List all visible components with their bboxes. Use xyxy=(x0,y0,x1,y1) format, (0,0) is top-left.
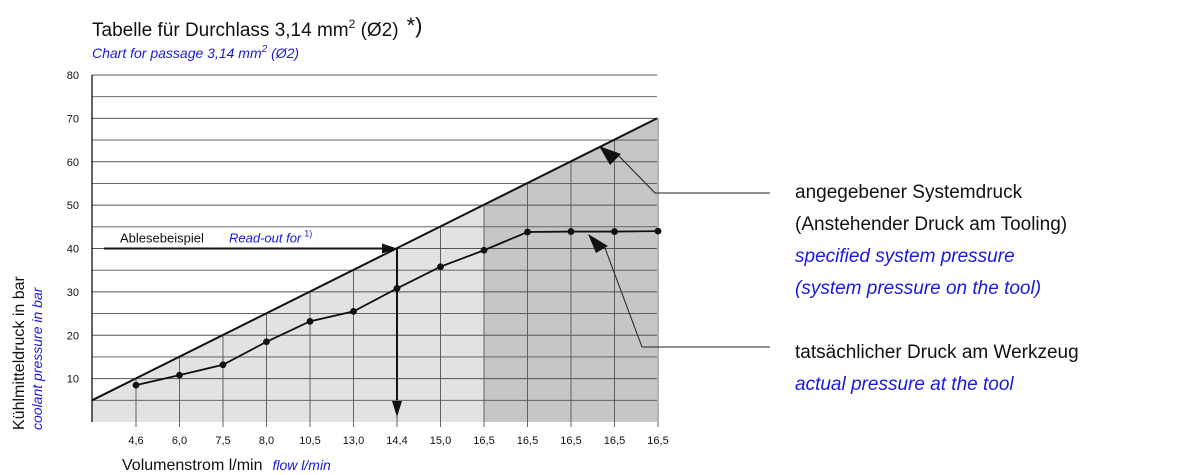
data-point xyxy=(437,263,444,271)
data-point xyxy=(480,246,488,254)
data-point xyxy=(219,361,227,369)
data-point xyxy=(350,307,357,315)
x-tick-label: 7,5 xyxy=(215,435,230,447)
readout-label-en: Read-out for 1) xyxy=(229,229,312,246)
readout-arrowhead-right xyxy=(382,243,397,254)
x-tick-label: 13,0 xyxy=(343,435,364,447)
callout-arrowhead-system xyxy=(599,146,621,165)
x-tick-label: 16,5 xyxy=(473,435,494,447)
x-tick-label: 4,6 xyxy=(128,435,143,447)
x-tick-label: 8,0 xyxy=(259,435,274,447)
x-tick-label: 15,0 xyxy=(430,435,451,447)
y-axis-label-en: coolant pressure in bar xyxy=(29,286,45,430)
x-tick-label: 16,5 xyxy=(647,435,668,447)
data-point xyxy=(567,228,575,235)
y-tick-label: 40 xyxy=(67,244,79,256)
data-point xyxy=(524,228,531,236)
readout-footnote-mark: 1) xyxy=(304,229,312,239)
x-tick-label: 14,4 xyxy=(386,435,407,447)
y-tick-label: 20 xyxy=(67,330,79,342)
data-point xyxy=(263,338,270,346)
x-tick-label: 16,5 xyxy=(604,435,625,447)
annotation-actual-en: actual pressure at the tool xyxy=(795,374,1014,395)
annotation-actual-de: tatsächlicher Druck am Werkzeug xyxy=(795,342,1079,363)
annotation-system-en-1: specified system pressure xyxy=(795,246,1015,267)
y-tick-label: 60 xyxy=(67,157,79,169)
readout-label: Ablesebeispiel xyxy=(120,231,204,246)
y-tick-label: 80 xyxy=(67,70,79,82)
x-tick-label: 16,5 xyxy=(517,435,538,447)
chart-title: Tabelle für Durchlass 3,14 mm2 (Ø2) *) xyxy=(92,13,422,41)
series-line-system-pressure xyxy=(91,117,658,402)
callout-line-system xyxy=(614,151,770,194)
data-point xyxy=(654,227,662,235)
data-point xyxy=(306,317,314,325)
readout-example: Ablesebeispiel Read-out for 1) xyxy=(104,229,402,417)
callout-line-actual xyxy=(604,247,770,348)
data-point xyxy=(611,228,618,235)
chart-subtitle: Chart for passage 3,14 mm2 (Ø2) xyxy=(92,44,299,61)
y-tick-label: 70 xyxy=(67,113,79,125)
y-tick-label: 50 xyxy=(67,200,79,212)
data-point xyxy=(132,381,140,389)
y-tick-label: 10 xyxy=(67,374,79,386)
readout-arrowhead-down xyxy=(392,401,402,417)
x-tick-label: 16,5 xyxy=(560,435,581,447)
y-axis-label: Kühlmitteldruck in bar xyxy=(11,275,28,430)
callout-arrowhead-actual xyxy=(588,234,608,253)
annotation-system-en-2: (system pressure on the tool) xyxy=(795,278,1041,299)
x-tick-label: 10,5 xyxy=(299,435,320,447)
x-axis-label: Volumenstrom l/min flow l/min xyxy=(122,457,331,474)
y-tick-label: 30 xyxy=(67,287,79,299)
data-point xyxy=(176,371,183,379)
annotation-system-de-2: (Anstehender Druck am Tooling) xyxy=(795,214,1067,235)
annotation-system-de-1: angegebener Systemdruck xyxy=(795,182,1023,203)
x-tick-label: 6,0 xyxy=(172,435,187,447)
callouts xyxy=(588,146,770,348)
axis-ticks: 10 20 30 40 50 60 70 80 4,6 6,0 7,5 8,0 10,5 13,0 14,4… xyxy=(67,70,669,447)
